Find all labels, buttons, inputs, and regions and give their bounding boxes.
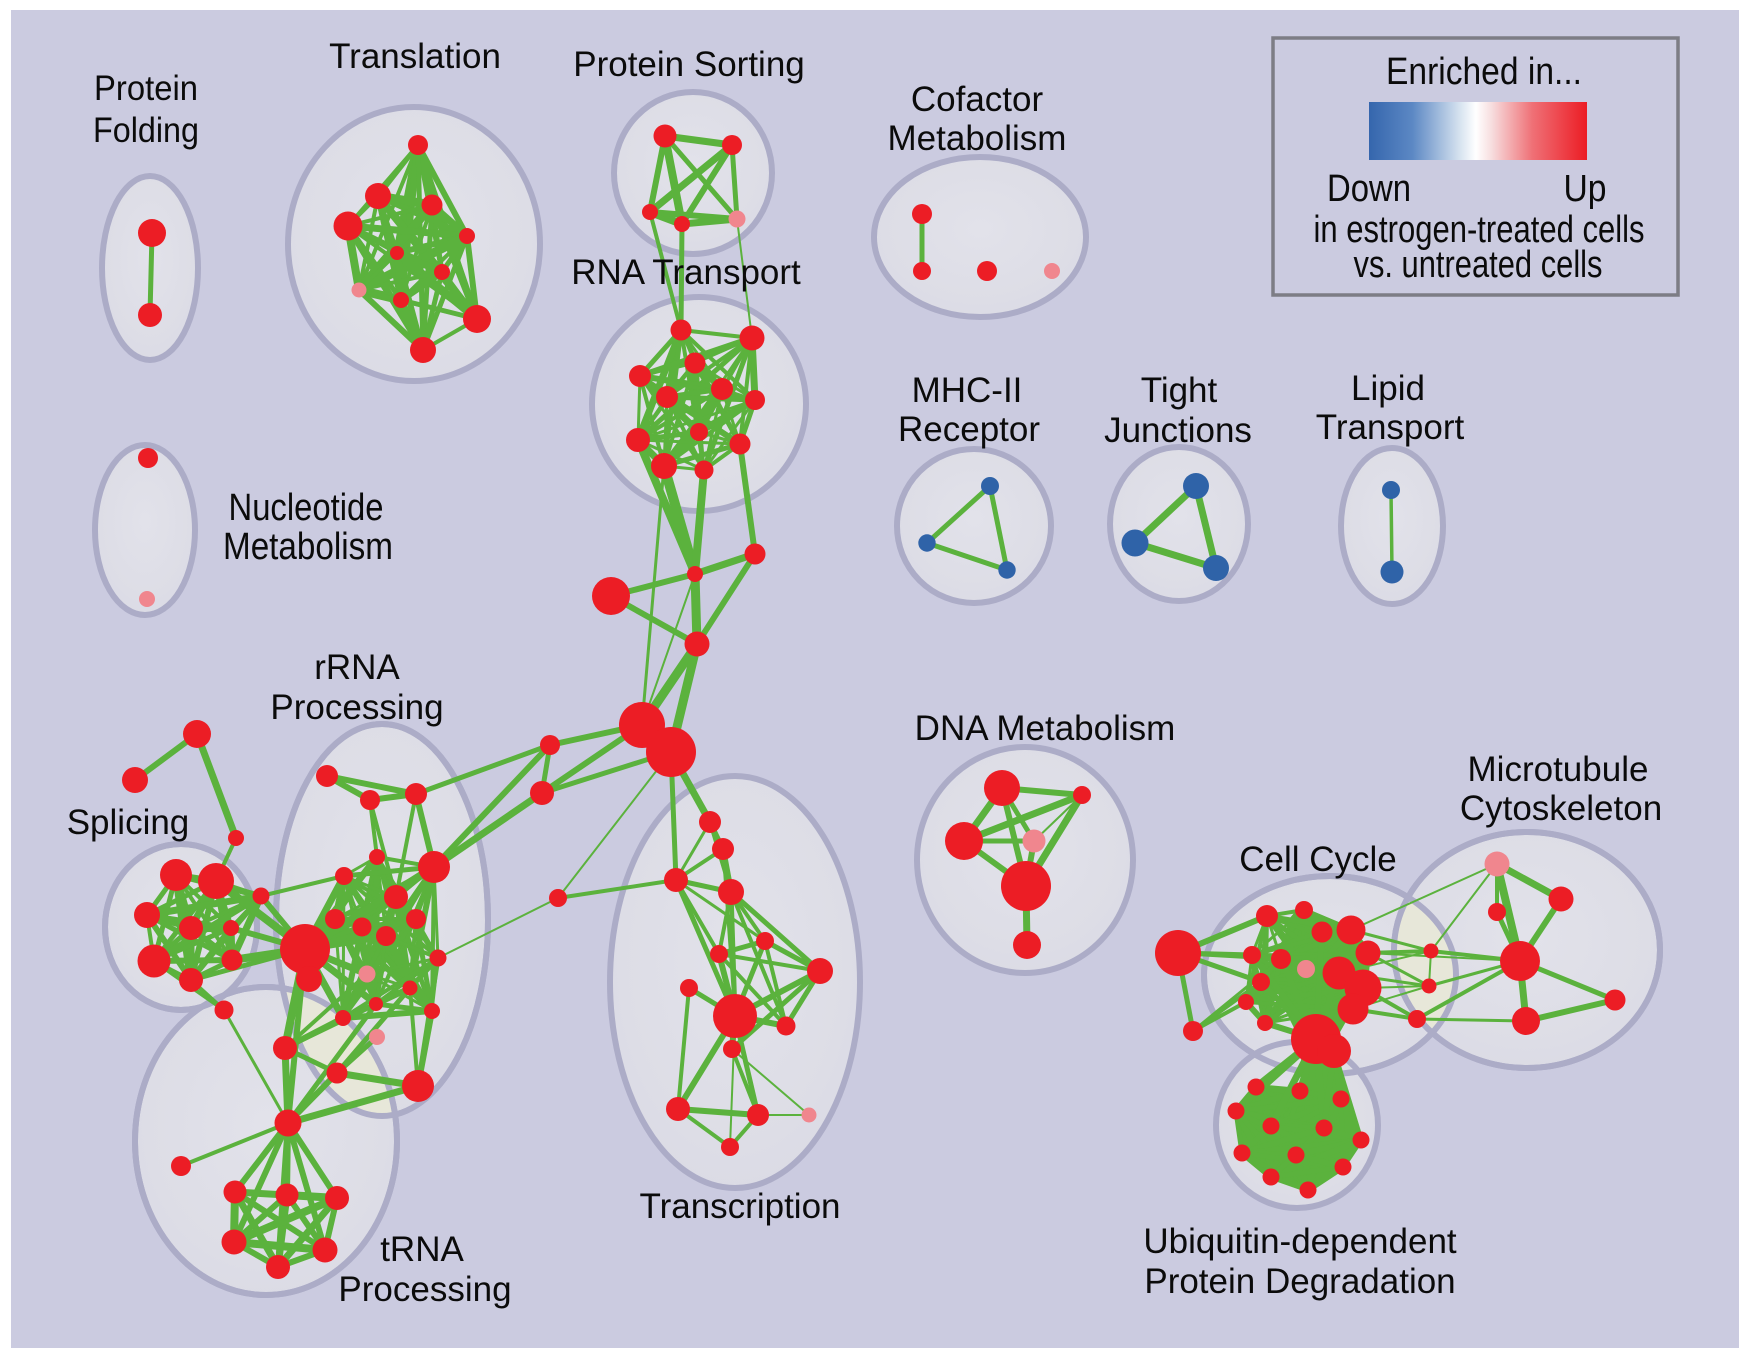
svg-text:Translation: Translation xyxy=(329,37,501,76)
svg-text:vs. untreated cells: vs. untreated cells xyxy=(1354,244,1603,286)
svg-text:Junctions: Junctions xyxy=(1104,411,1252,450)
svg-text:tRNA: tRNA xyxy=(380,1230,464,1269)
svg-text:Metabolism: Metabolism xyxy=(888,119,1067,158)
svg-text:Metabolism: Metabolism xyxy=(223,526,393,568)
svg-text:Receptor: Receptor xyxy=(898,410,1040,449)
svg-text:Lipid: Lipid xyxy=(1351,369,1425,408)
svg-text:Transcription: Transcription xyxy=(640,1187,841,1226)
svg-text:Down: Down xyxy=(1327,168,1411,210)
svg-text:Enriched in...: Enriched in... xyxy=(1386,51,1582,93)
svg-text:Ubiquitin-dependent: Ubiquitin-dependent xyxy=(1143,1222,1457,1261)
svg-text:Cofactor: Cofactor xyxy=(911,80,1044,119)
svg-text:Processing: Processing xyxy=(270,688,443,727)
svg-text:Cell Cycle: Cell Cycle xyxy=(1239,840,1397,879)
svg-text:Processing: Processing xyxy=(338,1270,511,1309)
svg-text:Protein: Protein xyxy=(94,69,198,108)
svg-text:DNA Metabolism: DNA Metabolism xyxy=(915,709,1176,748)
svg-text:Protein Degradation: Protein Degradation xyxy=(1144,1262,1455,1301)
svg-text:Up: Up xyxy=(1564,168,1607,210)
svg-text:RNA Transport: RNA Transport xyxy=(571,253,801,292)
svg-text:Transport: Transport xyxy=(1316,408,1465,447)
svg-text:in estrogen-treated cells: in estrogen-treated cells xyxy=(1314,209,1645,251)
svg-text:Protein Sorting: Protein Sorting xyxy=(573,45,805,84)
svg-text:rRNA: rRNA xyxy=(314,648,400,687)
svg-text:MHC-II: MHC-II xyxy=(912,371,1023,410)
svg-text:Microtubule: Microtubule xyxy=(1468,750,1649,789)
svg-text:Nucleotide: Nucleotide xyxy=(229,487,384,529)
svg-text:Folding: Folding xyxy=(93,111,199,150)
svg-text:Cytoskeleton: Cytoskeleton xyxy=(1460,789,1662,828)
svg-text:Tight: Tight xyxy=(1141,371,1218,410)
svg-text:Splicing: Splicing xyxy=(67,803,190,842)
